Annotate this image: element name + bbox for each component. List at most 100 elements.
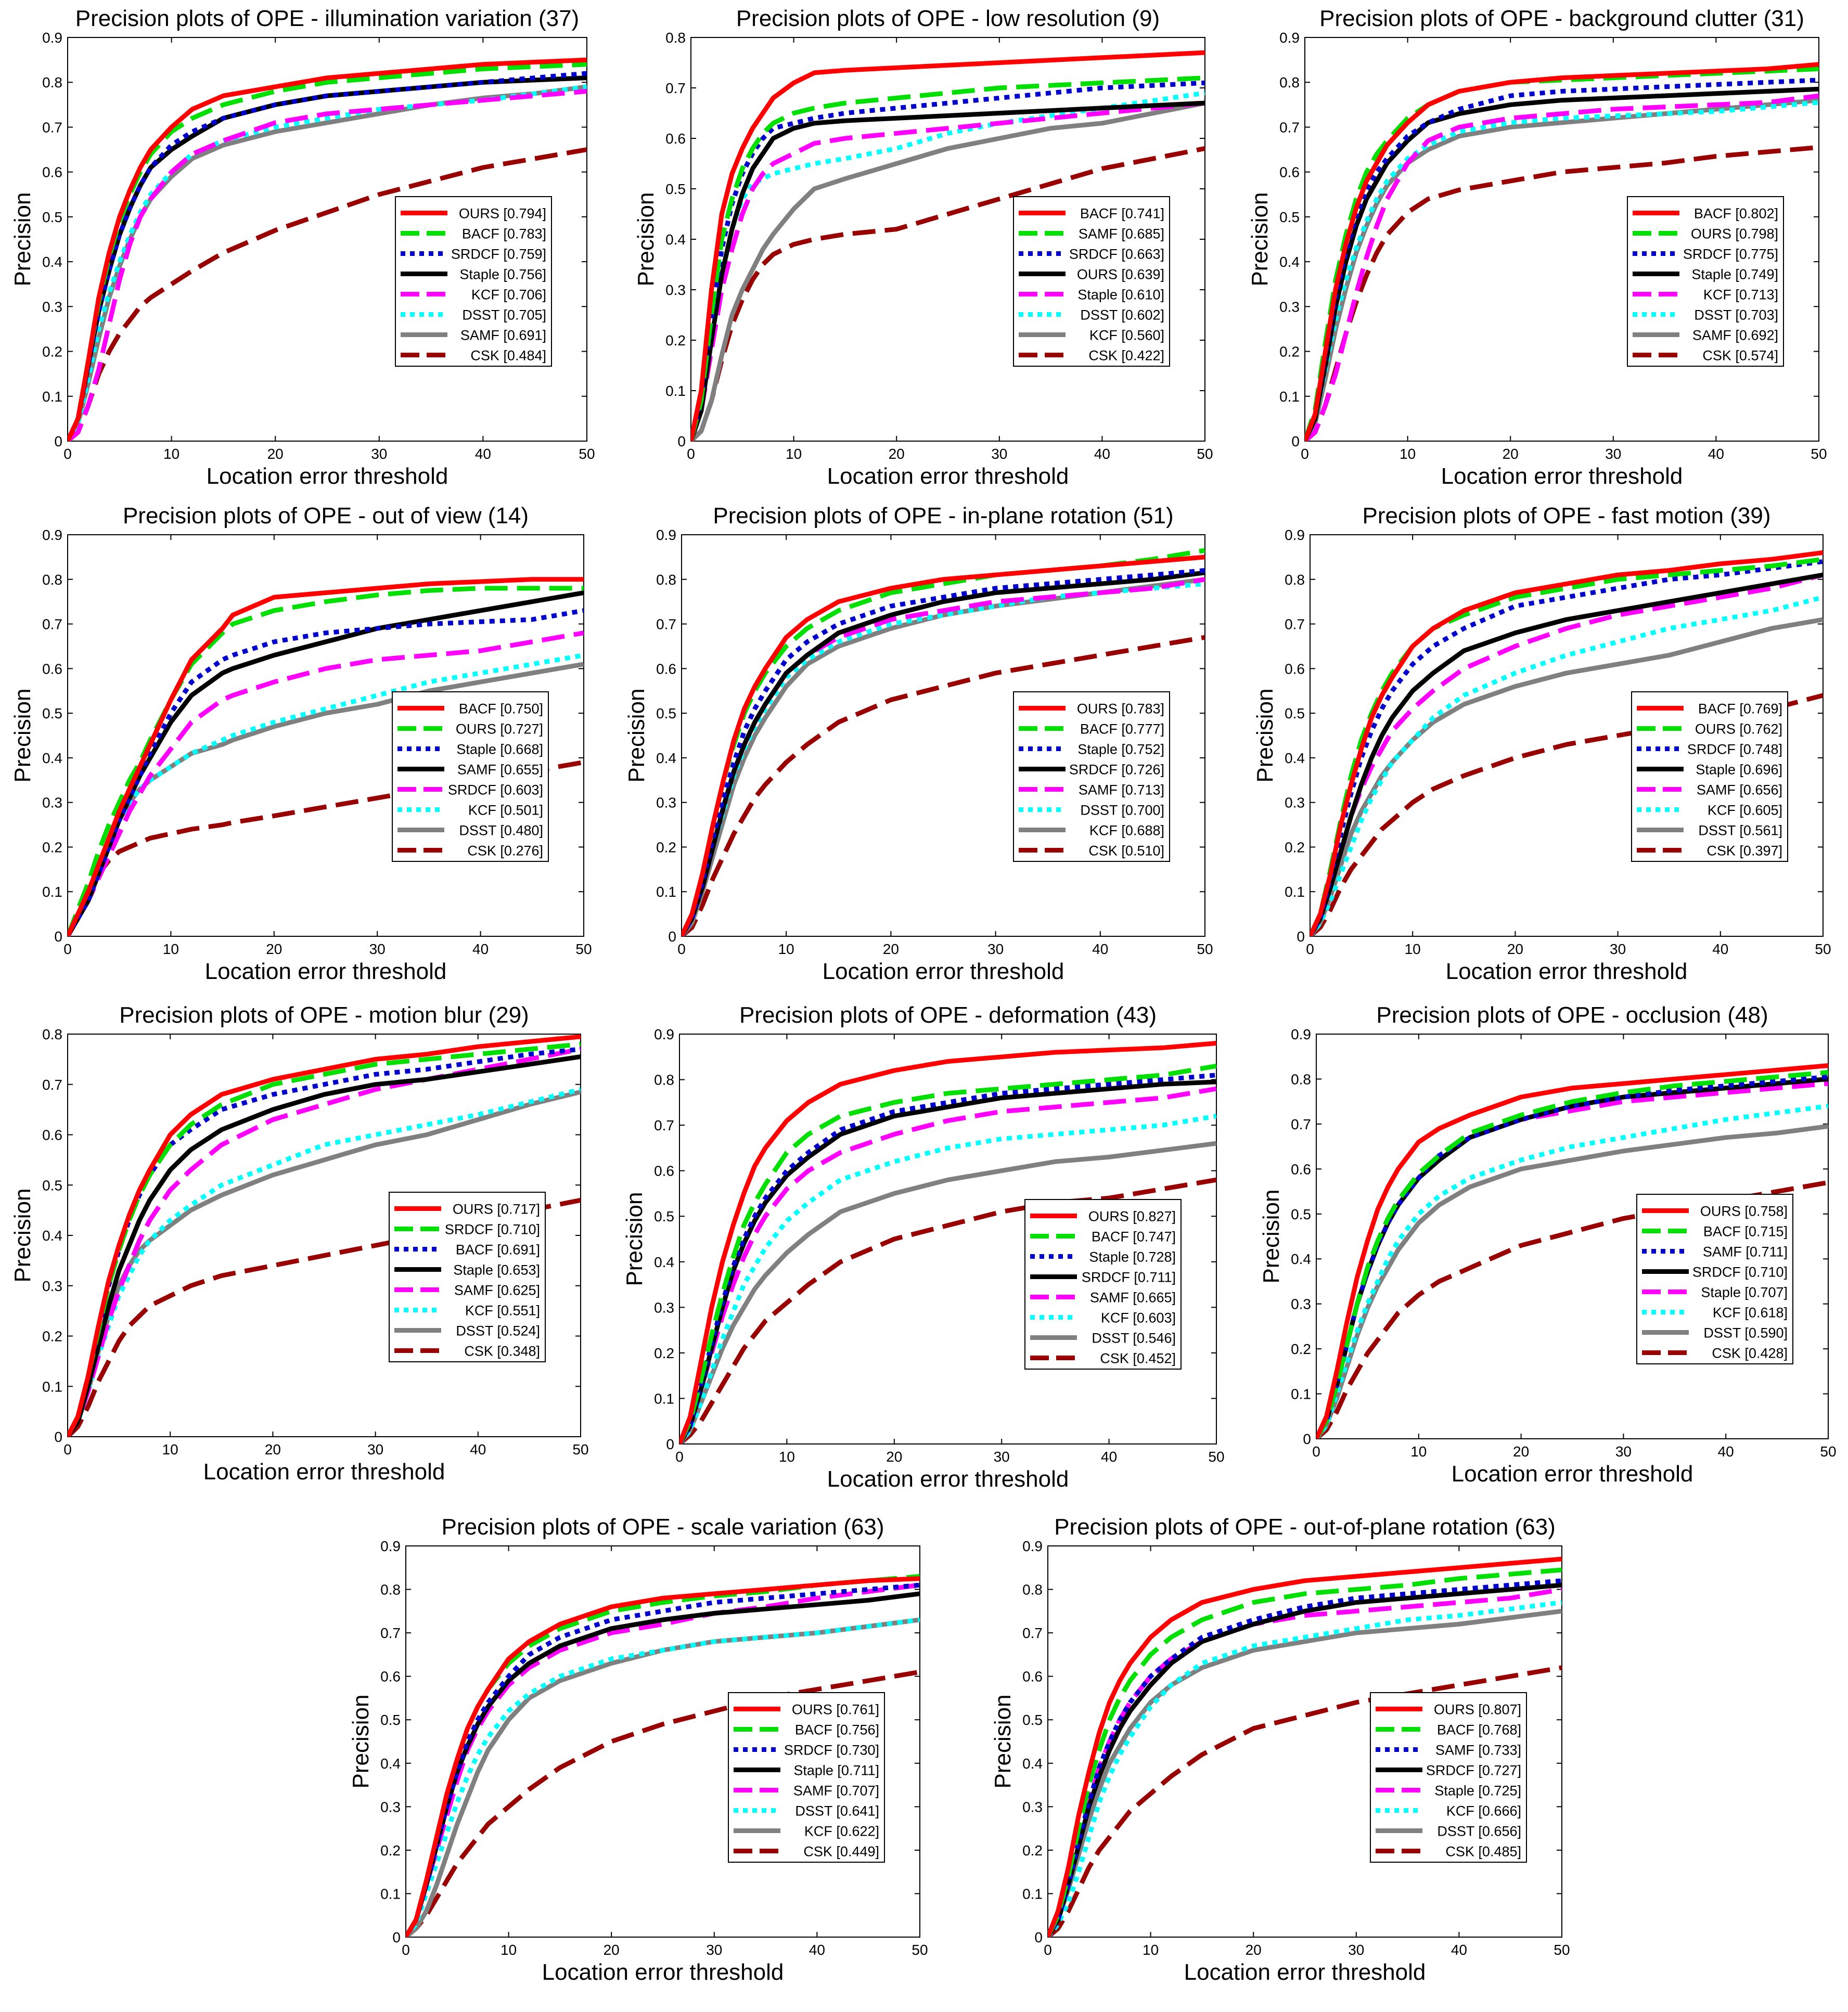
legend-entry: KCF [0.666] (1446, 1803, 1521, 1819)
y-tick-label: 0.9 (42, 527, 62, 543)
y-tick-label: 0.7 (42, 1077, 62, 1093)
y-tick-label: 0.8 (42, 1026, 62, 1042)
legend-entry: SRDCF [0.727] (1426, 1763, 1521, 1778)
legend-box (1013, 196, 1170, 367)
y-tick-label: 0.6 (42, 1127, 62, 1143)
y-tick-label: 0.7 (1022, 1625, 1043, 1641)
legend-entry: SAMF [0.713] (1079, 782, 1164, 798)
legend: BACF [0.741] SAMF [0.685] SRDCF [0.663] OUR… (1013, 196, 1170, 367)
legend-entry: DSST [0.546] (1092, 1331, 1176, 1346)
legend-entry: SRDCF [0.730] (784, 1743, 879, 1758)
series-line-samf (1310, 572, 1823, 936)
legend-entry: CSK [0.422] (1088, 348, 1164, 364)
legend-entry: SAMF [0.625] (454, 1283, 540, 1298)
x-tick-label: 20 (604, 1942, 620, 1958)
series-line-samf (691, 75, 1205, 441)
series-line-bacf (68, 1047, 581, 1437)
chart-11: Precision plots of OPE - out-of-plane ro… (990, 1514, 1570, 1985)
legend-entry: Staple [0.696] (1696, 762, 1782, 778)
y-tick-label: 0.3 (42, 1278, 62, 1294)
y-tick-label: 0.1 (656, 884, 676, 900)
series-group (1305, 62, 1819, 441)
y-tick-label: 0.9 (654, 1026, 674, 1042)
y-tick-label: 0.6 (1279, 164, 1300, 180)
legend-entry: OURS [0.762] (1695, 721, 1782, 737)
x-tick-label: 0 (1306, 941, 1314, 957)
legend-entry: Staple [0.653] (453, 1262, 540, 1278)
y-tick-label: 0.6 (1285, 661, 1305, 677)
x-tick-label: 40 (1094, 446, 1110, 462)
y-tick-label: 0.5 (1022, 1712, 1043, 1728)
series-line-ours (691, 100, 1205, 441)
chart-title: Precision plots of OPE - fast motion (39… (1363, 503, 1771, 528)
legend-entry: SAMF [0.707] (793, 1783, 879, 1799)
y-axis-label: Precision (1247, 192, 1273, 287)
series-line-staple (68, 1054, 581, 1437)
legend-entry: CSK [0.484] (470, 348, 546, 364)
x-tick-label: 40 (475, 446, 491, 462)
series-line-bacf (68, 577, 584, 936)
legend-entry: KCF [0.713] (1703, 287, 1778, 303)
x-axis-label: Location error threshold (205, 959, 447, 984)
x-tick-label: 40 (809, 1942, 825, 1958)
x-tick-label: 50 (572, 1441, 588, 1458)
chart-10: Precision plots of OPE - scale variation… (348, 1514, 928, 1985)
legend-entry: OURS [0.727] (456, 721, 543, 737)
y-tick-label: 0.9 (1022, 1538, 1043, 1554)
y-tick-label: 0.5 (656, 705, 676, 721)
y-tick-label: 0.2 (42, 839, 62, 855)
legend-box (1636, 1194, 1793, 1364)
x-tick-label: 40 (1708, 446, 1724, 462)
y-tick-label: 0.8 (1285, 572, 1305, 588)
y-axis-label: Precision (10, 1189, 35, 1283)
legend: BACF [0.769] OURS [0.762] SRDCF [0.748] Sta… (1631, 691, 1788, 862)
x-tick-label: 10 (779, 1449, 795, 1465)
y-axis-label: Precision (624, 689, 649, 783)
x-tick-label: 50 (1811, 446, 1827, 462)
series-line-kcf (1048, 1600, 1562, 1937)
y-tick-label: 0.3 (42, 795, 62, 811)
legend-entry: OURS [0.798] (1691, 226, 1778, 242)
x-tick-label: 40 (1712, 941, 1728, 957)
y-tick-label: 0.4 (1279, 254, 1300, 270)
x-tick-label: 10 (1400, 446, 1416, 462)
legend-entry: CSK [0.452] (1100, 1351, 1176, 1366)
series-group (1048, 1556, 1562, 1937)
series-line-staple (68, 608, 584, 936)
chart-8: Precision plots of OPE - deformation (43… (622, 1002, 1225, 1492)
series-line-bacf (1310, 550, 1823, 936)
x-tick-label: 10 (500, 1942, 517, 1958)
legend: BACF [0.750] OURS [0.727] Staple [0.668] SA… (392, 691, 549, 862)
chart-title: Precision plots of OPE - in-plane rotati… (713, 503, 1173, 528)
legend-entry: OURS [0.717] (453, 1202, 540, 1217)
series-line-kcf (68, 89, 587, 441)
y-tick-label: 0.8 (42, 74, 62, 91)
y-tick-label: 0.5 (665, 181, 686, 197)
y-tick-label: 0.8 (380, 1582, 401, 1598)
legend-entry: SAMF [0.711] (1703, 1244, 1788, 1260)
legend-entry: SRDCF [0.663] (1069, 247, 1164, 262)
x-tick-label: 50 (1820, 1443, 1836, 1460)
y-tick-label: 0.2 (654, 1345, 674, 1361)
series-group (691, 50, 1205, 441)
legend: OURS [0.783] BACF [0.777] Staple [0.752] SR… (1013, 691, 1170, 862)
y-tick-label: 0.5 (654, 1208, 674, 1224)
x-tick-label: 40 (1101, 1449, 1117, 1465)
series-line-samf (1048, 1578, 1562, 1937)
legend-entry: Staple [0.725] (1434, 1783, 1521, 1799)
x-axis-label: Location error threshold (827, 1466, 1069, 1492)
legend-box (389, 1192, 546, 1362)
y-tick-label: 0.9 (1285, 527, 1305, 543)
legend-entry: SAMF [0.655] (457, 762, 543, 778)
series-line-csk (68, 1197, 581, 1437)
x-axis-label: Location error threshold (827, 463, 1069, 489)
x-axis-label: Location error threshold (207, 463, 448, 489)
legend-entry: KCF [0.706] (471, 287, 546, 303)
legend-entry: KCF [0.605] (1708, 803, 1782, 818)
legend-entry: BACF [0.777] (1080, 721, 1164, 737)
legend-entry: OURS [0.758] (1700, 1204, 1788, 1219)
x-tick-label: 10 (778, 941, 794, 957)
x-tick-label: 0 (687, 446, 695, 462)
y-tick-label: 0.2 (1291, 1341, 1311, 1357)
